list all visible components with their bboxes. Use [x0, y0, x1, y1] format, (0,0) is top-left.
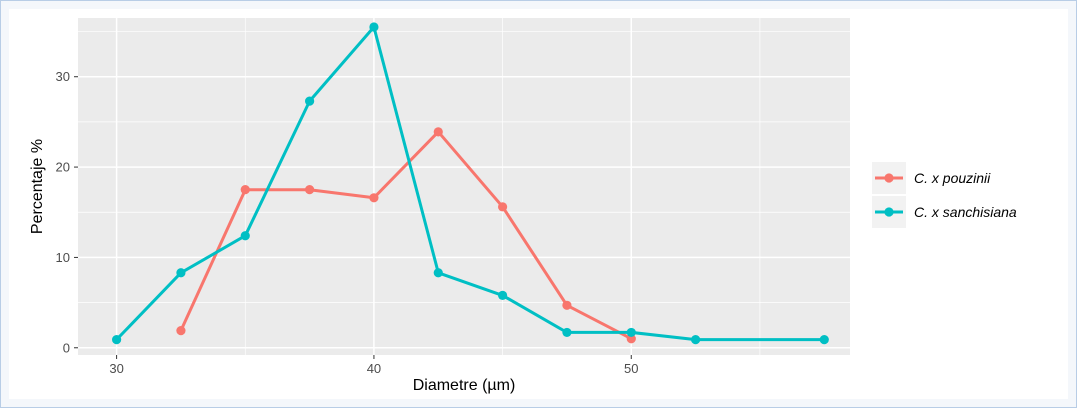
data-point — [819, 335, 829, 345]
data-point — [691, 335, 701, 345]
plot-panel — [78, 18, 850, 355]
x-tick-label: 50 — [624, 361, 638, 376]
x-tick-label: 40 — [367, 361, 381, 376]
x-axis-title: Diametre (µm) — [413, 377, 516, 394]
data-point — [305, 96, 315, 106]
data-point — [240, 231, 250, 241]
series-2 — [112, 22, 829, 345]
data-point — [498, 290, 508, 300]
y-tick-label: 0 — [63, 340, 70, 355]
series-line — [179, 130, 632, 341]
legend-key-point — [884, 173, 894, 183]
legend-label: C. x sanchisiana — [914, 204, 1017, 220]
legend-label: C. x pouzinii — [914, 170, 991, 186]
y-tick-label: 30 — [56, 69, 70, 84]
y-tick-label: 20 — [56, 160, 70, 175]
data-point — [176, 326, 186, 336]
series-1 — [176, 127, 636, 344]
legend-key-point — [884, 207, 894, 217]
series-layer — [112, 22, 829, 345]
data-point — [626, 327, 636, 338]
legend: C. x pouzinii C. x sanchisiana — [872, 162, 1017, 228]
data-point — [562, 300, 572, 310]
data-point — [176, 268, 186, 278]
data-point — [240, 185, 250, 195]
y-axis-title: Percentaje % — [29, 139, 46, 234]
data-point — [562, 327, 572, 338]
data-point — [369, 22, 379, 32]
y-tick-label: 10 — [56, 250, 70, 265]
minor-gridlines — [78, 18, 850, 355]
y-axis: 0 10 20 30 — [56, 69, 78, 355]
x-axis: 30 40 50 — [109, 355, 639, 376]
data-point — [433, 268, 443, 278]
data-point — [369, 193, 379, 203]
data-point — [433, 127, 443, 137]
data-point — [498, 202, 508, 212]
data-point — [305, 185, 315, 195]
x-tick-label: 30 — [109, 361, 123, 376]
data-point — [626, 334, 636, 344]
data-point — [112, 335, 122, 345]
